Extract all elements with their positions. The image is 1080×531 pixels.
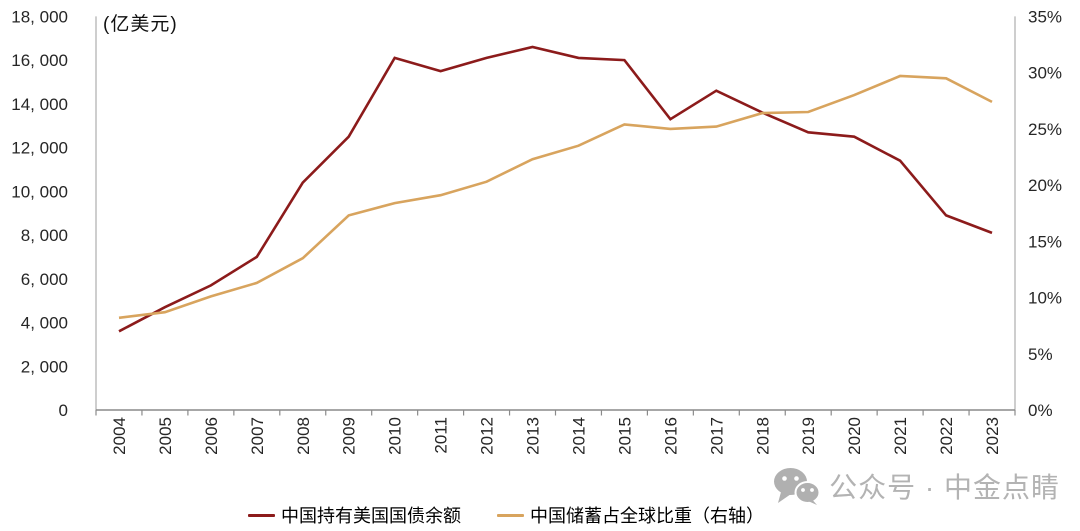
right-axis-tick-label: 25%: [1028, 120, 1062, 139]
right-axis-tick-label: 30%: [1028, 64, 1062, 83]
x-axis-year-label: 2017: [707, 417, 726, 455]
legend-line-swatch-red: [248, 513, 275, 517]
x-axis-year-label: 2006: [202, 417, 221, 455]
chart-legend: 中国持有美国国债余额 中国储蓄占全球比重（右轴）: [248, 502, 764, 528]
x-axis-year-label: 2013: [524, 417, 543, 455]
legend-line-swatch-orange: [497, 513, 524, 517]
watermark-text: 公众号 · 中金点睛: [829, 472, 1060, 503]
x-axis-year-label: 2014: [569, 417, 588, 455]
right-axis-tick-label: 0%: [1028, 401, 1053, 420]
x-axis-year-label: 2011: [432, 417, 451, 454]
left-axis-tick-label: 10, 000: [11, 182, 68, 201]
left-axis-unit-label: (亿美元): [103, 14, 178, 35]
left-axis-tick-label: 18, 000: [11, 7, 68, 26]
right-axis-tick-label: 35%: [1028, 7, 1062, 26]
x-axis-year-label: 2005: [156, 417, 175, 455]
left-axis-tick-label: 8, 000: [21, 226, 68, 245]
left-axis-tick-label: 16, 000: [11, 51, 68, 70]
left-axis-tick-label: 4, 000: [21, 314, 68, 333]
left-axis-tick-label: 12, 000: [11, 139, 68, 158]
x-axis-year-label: 2004: [110, 417, 129, 455]
x-axis-year-label: 2012: [478, 417, 497, 455]
series-line-1: [118, 74, 993, 320]
x-axis-year-label: 2008: [294, 417, 313, 455]
x-axis-year-label: 2016: [661, 417, 680, 455]
x-axis-year-label: 2007: [248, 417, 267, 455]
left-axis-tick-label: 0: [59, 401, 68, 420]
x-axis-year-label: 2021: [891, 417, 910, 455]
right-axis-tick-label: 10%: [1028, 289, 1062, 308]
x-axis-year-label: 2022: [937, 417, 956, 455]
right-axis-tick-label: 15%: [1028, 232, 1062, 251]
right-axis-tick-label: 20%: [1028, 176, 1062, 195]
legend-item-treasury-holdings: 中国持有美国国债余额: [248, 502, 461, 528]
left-axis-tick-label: 14, 000: [11, 95, 68, 114]
x-axis-year-label: 2010: [386, 417, 405, 455]
legend-label-treasury-holdings: 中国持有美国国债余额: [281, 506, 461, 526]
watermark: 公众号 · 中金点睛: [773, 466, 1060, 506]
wechat-icon: [774, 468, 821, 505]
x-axis-year-label: 2015: [615, 417, 634, 455]
left-axis-tick-label: 2, 000: [21, 357, 68, 376]
series-line-0: [118, 45, 993, 333]
legend-label-savings-share: 中国储蓄占全球比重（右轴）: [530, 506, 764, 526]
x-axis-year-label: 2009: [340, 417, 359, 455]
legend-item-savings-share: 中国储蓄占全球比重（右轴）: [497, 502, 764, 528]
left-axis-tick-label: 6, 000: [21, 270, 68, 289]
x-axis-year-label: 2023: [983, 417, 1002, 455]
x-axis-year-label: 2018: [753, 417, 772, 455]
right-axis-tick-label: 5%: [1028, 345, 1053, 364]
x-axis-year-label: 2019: [799, 417, 818, 455]
x-axis-year-label: 2020: [845, 417, 864, 455]
